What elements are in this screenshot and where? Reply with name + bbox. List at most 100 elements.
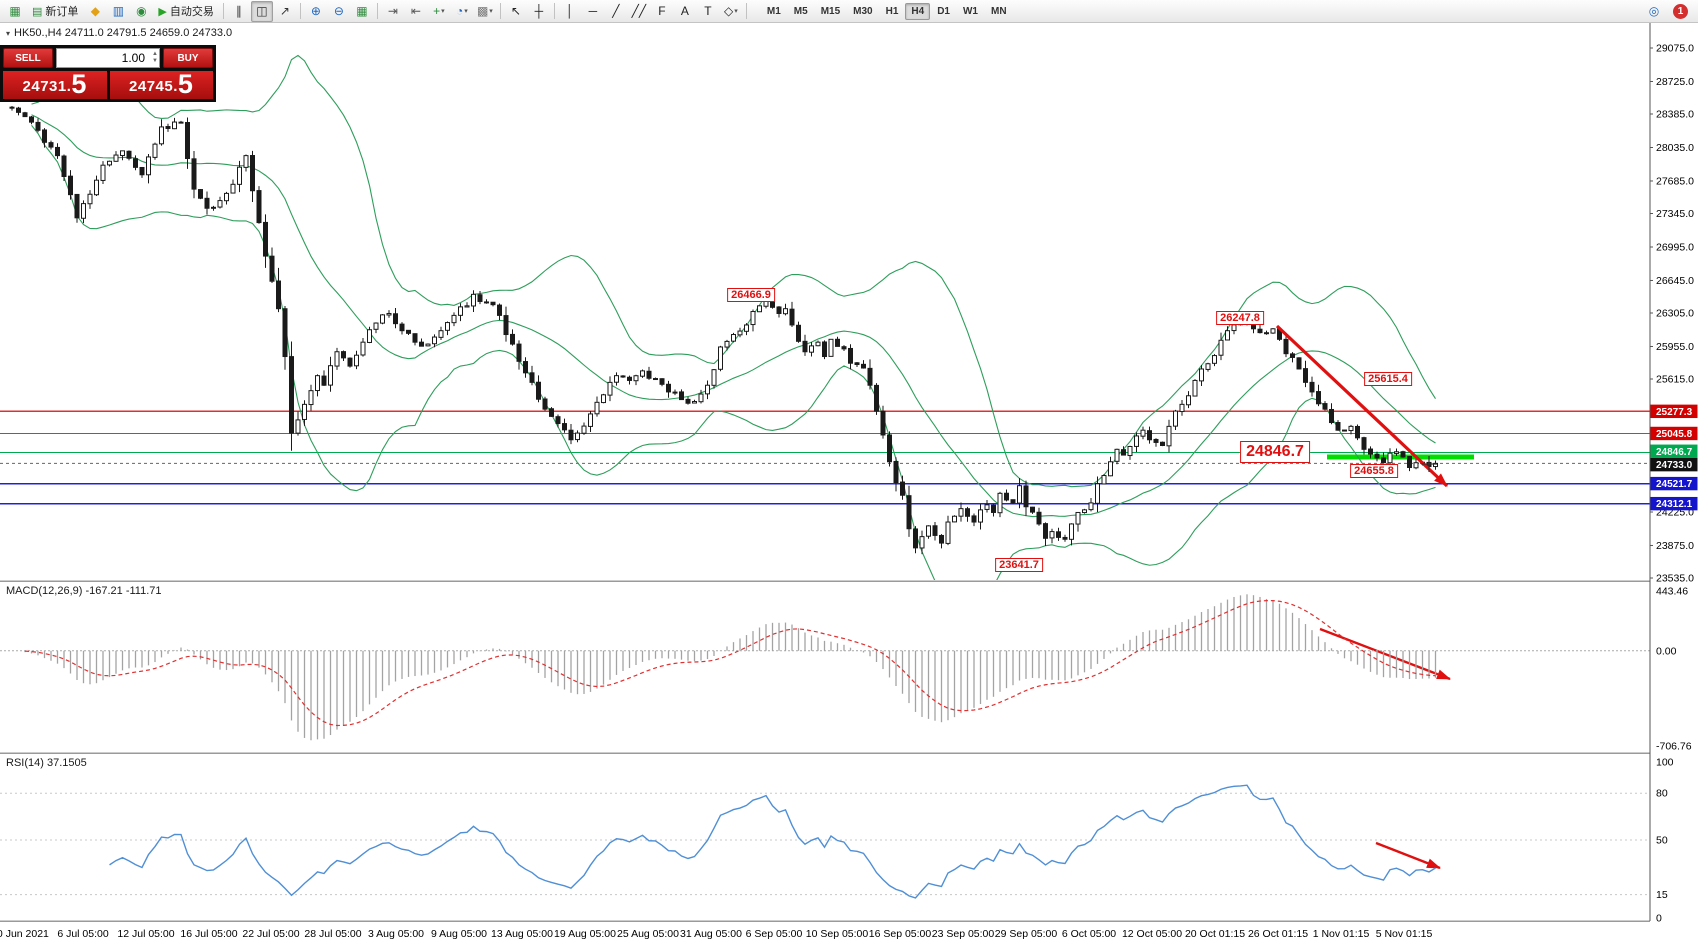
volume-decrease-icon[interactable]: ▼ — [152, 58, 158, 64]
new-order-button-icon: ▤ — [32, 5, 43, 18]
notifications-badge[interactable]: 1 — [1673, 3, 1688, 19]
channel-icon[interactable]: ╱╱ — [628, 1, 650, 22]
price-annotation-24655.8[interactable]: 24655.8 — [1350, 464, 1398, 478]
shapes-icon[interactable]: ◇ ▾ — [720, 1, 742, 22]
price-tag-24312.1 — [1650, 496, 1698, 511]
candle-body — [633, 375, 639, 382]
candle-body — [880, 410, 886, 436]
macd-signal-line — [24, 600, 1436, 727]
new-chart-icon[interactable]: ▦ — [4, 1, 26, 22]
cursor-icon[interactable]: ↖ — [505, 1, 527, 22]
trend-arrow-main[interactable] — [1275, 324, 1449, 488]
horizontal-line-icon[interactable]: ─ — [582, 1, 604, 22]
axis-label: 26995.0 — [1656, 241, 1694, 253]
candle-body — [731, 334, 736, 342]
volume-input[interactable] — [57, 49, 159, 67]
candle-body — [334, 351, 340, 367]
templates-icon[interactable]: ▩ ▾ — [474, 1, 496, 22]
candle-body — [1043, 523, 1048, 539]
fibonacci-icon: F — [658, 4, 666, 18]
timeframe-m1[interactable]: M1 — [766, 5, 781, 17]
axis-label: 28035.0 — [1656, 142, 1694, 154]
market-watch-icon[interactable]: ▥ — [107, 1, 129, 22]
axis-label: 30 Jun 2021 — [0, 928, 49, 940]
zoom-out-icon[interactable]: ⊖ — [328, 1, 350, 22]
crosshair-icon[interactable]: ┼ — [528, 1, 550, 22]
axis-label: 15 — [1656, 889, 1668, 901]
metaeditor-icon[interactable]: ◆ — [84, 1, 106, 22]
timeframe-h4[interactable]: H4 — [905, 2, 931, 20]
auto-scroll-icon[interactable]: ⇥ — [382, 1, 404, 22]
search-icon[interactable]: ◎ — [1643, 1, 1665, 22]
price-big-digit: 5 — [71, 69, 87, 99]
candle-body — [113, 154, 119, 162]
candle-body — [1225, 330, 1230, 341]
candle-body — [1309, 381, 1315, 393]
sell-button[interactable]: SELL — [3, 48, 53, 68]
zoom-in-icon[interactable]: ⊕ — [305, 1, 327, 22]
candle-body — [1374, 453, 1380, 459]
timeframe-mn[interactable]: MN — [990, 5, 1007, 17]
candle-body — [666, 383, 671, 393]
dropdown-caret-icon[interactable]: ▾ — [734, 8, 738, 15]
one-click-panel-toggle-icon[interactable]: ▾ — [6, 28, 11, 38]
auto-trading-button[interactable]: ▶ 自动交易 — [153, 2, 218, 21]
candle-body — [802, 340, 808, 353]
dropdown-caret-icon[interactable]: ▾ — [441, 8, 445, 15]
buy-button[interactable]: BUY — [163, 48, 213, 68]
line-chart-type-icon[interactable]: ↗ — [274, 1, 296, 22]
vertical-line-icon[interactable]: │ — [559, 1, 581, 22]
sell-price[interactable]: 24731. 5 — [3, 71, 107, 99]
price-annotation-25615.4[interactable]: 25615.4 — [1364, 372, 1412, 386]
timeframe-h1[interactable]: H1 — [885, 5, 899, 17]
candlestick-series — [9, 106, 1438, 555]
candle-body — [360, 341, 366, 356]
text-label-icon[interactable]: T — [697, 1, 719, 22]
cursor-icon: ↖ — [510, 4, 521, 18]
candle-body — [1205, 363, 1211, 370]
time-axis[interactable]: 30 Jun 2021 6 Jul 05:00 12 Jul 05:00 16 Jul… — [0, 928, 1432, 940]
candle-body — [412, 333, 418, 343]
axis-label: 0.00 — [1656, 645, 1677, 657]
timeframe-m5[interactable]: M5 — [793, 5, 808, 17]
text-icon[interactable]: A — [674, 1, 696, 22]
timeframe-m30[interactable]: M30 — [853, 5, 873, 17]
axis-label: 29075.0 — [1656, 43, 1694, 55]
price-annotation-26466.9[interactable]: 26466.9 — [727, 288, 775, 302]
dropdown-caret-icon[interactable]: ▾ — [464, 8, 468, 15]
candle-body — [685, 398, 691, 404]
candle-body — [48, 142, 54, 148]
timeframe-m15[interactable]: M15 — [820, 5, 841, 17]
price-annotation-23641.7[interactable]: 23641.7 — [995, 558, 1043, 572]
buy-price[interactable]: 24745. 5 — [109, 71, 213, 99]
chart-shift-icon[interactable]: ⇤ — [405, 1, 427, 22]
periods-icon[interactable]: ◔ ▾ — [451, 1, 473, 22]
price-axis[interactable]: 29075.0 28725.0 28385.0 28035.0 27685.0 27345… — [1649, 23, 1698, 944]
fibonacci-icon[interactable]: F — [651, 1, 673, 22]
dropdown-caret-icon[interactable]: ▾ — [489, 8, 493, 15]
candle-body — [1296, 357, 1302, 370]
candlestick-chart-type-icon[interactable]: ◫ — [250, 0, 273, 22]
trend-arrow-rsi[interactable] — [1375, 841, 1441, 870]
data-window-icon[interactable]: ◉ — [130, 1, 152, 22]
axis-label: 26645.0 — [1656, 275, 1694, 287]
trend-arrow-macd[interactable] — [1319, 627, 1451, 681]
timeframe-w1[interactable]: W1 — [962, 5, 978, 17]
candle-body — [1173, 410, 1178, 427]
timeframe-d1[interactable]: D1 — [937, 5, 950, 17]
candle-body — [1355, 425, 1360, 439]
new-order-button[interactable]: ▤ 新订单 — [27, 2, 83, 21]
candle-body — [224, 192, 229, 202]
bar-chart-type-icon[interactable]: ∥ — [228, 1, 250, 22]
price-annotation-24846.7[interactable]: 24846.7 — [1240, 441, 1310, 463]
indicators-icon[interactable]: + ▾ — [428, 1, 450, 22]
candle-body — [380, 314, 385, 324]
volume-increase-icon[interactable]: ▲ — [152, 51, 158, 57]
bar-chart-type-icon: ∥ — [235, 4, 242, 18]
price-annotation-26247.8[interactable]: 26247.8 — [1216, 311, 1264, 325]
candle-body — [1316, 391, 1321, 405]
tile-windows-icon[interactable]: ▦ — [351, 1, 373, 22]
trendline-icon[interactable]: ╱ — [605, 1, 627, 22]
candle-body — [1082, 509, 1087, 514]
